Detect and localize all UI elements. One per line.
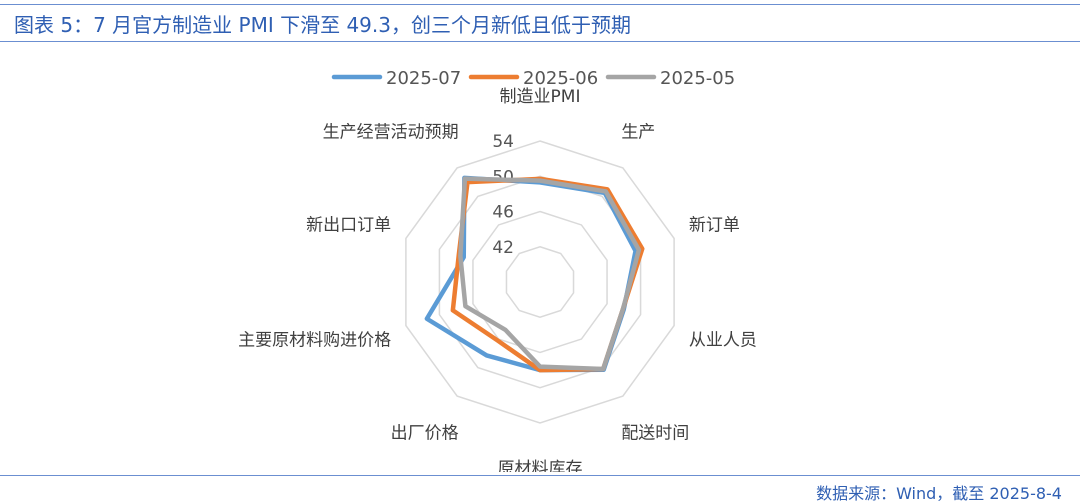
grid-ring-42 <box>505 245 575 319</box>
bottom-rule <box>0 475 1080 476</box>
title-rule <box>0 41 1080 42</box>
category-label: 生产经营活动预期 <box>323 123 459 143</box>
chart-title: 图表 5：7 月官方制造业 PMI 下滑至 49.3，创三个月新低且低于预期 <box>14 13 631 37</box>
category-label: 制造业PMI <box>500 87 581 107</box>
legend-label-2025-05: 2025-05 <box>660 68 735 89</box>
category-label: 新订单 <box>689 216 740 236</box>
legend-label-2025-07: 2025-07 <box>386 68 461 89</box>
tick-label-42: 42 <box>492 238 514 258</box>
source-note: 数据来源：Wind，截至 2025-8-4 <box>816 484 1062 503</box>
grid-ring-46 <box>472 210 608 354</box>
radar-series <box>424 175 645 373</box>
tick-label-54: 54 <box>492 132 514 152</box>
category-label: 主要原材料购进价格 <box>238 330 391 350</box>
grid-ring-54 <box>405 140 675 424</box>
legend-label-2025-06: 2025-06 <box>523 68 598 89</box>
category-label: 新出口订单 <box>306 216 391 236</box>
category-label: 配送时间 <box>621 423 689 443</box>
series-line-2025-05 <box>458 176 642 372</box>
top-rule <box>0 4 1080 5</box>
category-label: 生产 <box>621 123 655 143</box>
category-label: 从业人员 <box>689 330 757 350</box>
tick-label-46: 46 <box>492 203 514 223</box>
category-label: 出厂价格 <box>391 423 459 443</box>
legend: 2025-07 2025-06 2025-05 <box>331 68 735 89</box>
category-label: 原材料库存 <box>498 459 583 472</box>
